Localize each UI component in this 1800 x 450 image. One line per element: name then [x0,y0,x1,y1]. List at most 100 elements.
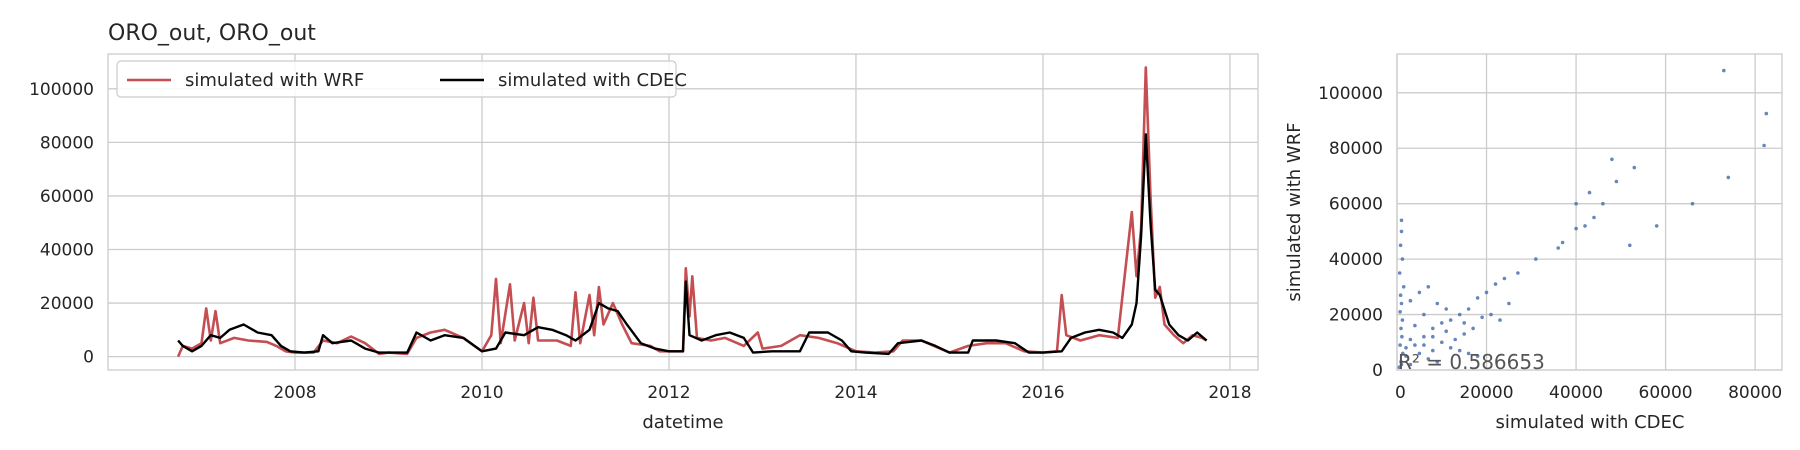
scatter-point [1417,290,1422,295]
scatter-point [1422,334,1426,339]
timeseries-y-tick-label: 20000 [40,294,94,314]
scatter-point [1399,359,1403,364]
scatter-point [1444,307,1448,311]
scatter-points [1397,68,1769,370]
timeseries-y-tick-label: 0 [83,348,94,368]
scatter-point [1399,326,1403,331]
scatter-y-tick-label: 100000 [1318,84,1383,104]
scatter-point [1444,329,1448,334]
scatter-point [1632,165,1637,170]
scatter-point [1502,276,1507,281]
timeseries-x-tick-label: 2014 [834,383,877,403]
legend-label-cdec: simulated with CDEC [498,70,687,91]
scatter-point [1400,257,1405,261]
scatter-point [1726,175,1731,180]
scatter-x-label: simulated with CDEC [1496,412,1685,433]
scatter-point [1413,323,1417,328]
timeseries-frame [107,53,1259,371]
timeseries-x-tick-label: 2010 [460,383,503,403]
scatter-point [1399,229,1404,234]
scatter-point [1404,346,1408,350]
timeseries-x-tick-label: 2008 [273,383,316,403]
scatter-y-tick-label: 0 [1372,361,1383,381]
scatter-point [1466,307,1471,311]
scatter-point [1400,318,1405,322]
scatter-point [1574,226,1578,231]
series-line-cdec [177,133,1208,356]
timeseries-y-tick-label: 100000 [29,80,94,100]
scatter-point [1560,240,1565,245]
timeseries-x-tick-label: 2016 [1021,383,1064,403]
timeseries-lines [176,66,1208,358]
timeseries-y-tick-label: 80000 [40,133,94,153]
scatter-point [1480,315,1484,320]
scatter-point [1764,111,1769,116]
scatter-point [1398,343,1402,347]
scatter-point [1408,362,1413,367]
timeseries-panel: ORO_out, ORO_out 2008 2010 2012 2014 2016 201… [29,21,1259,433]
legend: simulated with WRF simulated with CDEC [116,60,687,98]
scatter-point [1426,357,1431,361]
scatter-x-tick-label: 60000 [1639,383,1693,403]
scatter-point [1399,362,1404,367]
legend-box [116,60,677,98]
scatter-point [1507,301,1511,306]
scatter-point [1457,348,1462,353]
scatter-point [1475,354,1480,358]
scatter-point [1398,293,1403,298]
scatter-point [1440,321,1444,325]
scatter-point [1422,343,1426,347]
scatter-point [1610,157,1614,162]
scatter-point [1722,68,1726,73]
scatter-point [1431,326,1435,331]
scatter-point [1462,332,1466,336]
scatter-point [1398,310,1402,314]
scatter-point [1408,298,1413,303]
scatter-y-tick-label: 20000 [1329,306,1383,326]
scatter-point [1457,312,1462,317]
chart-title: ORO_out, ORO_out [108,21,316,46]
scatter-point [1440,340,1444,345]
scatter-point [1400,334,1404,339]
timeseries-y-tick-label: 60000 [40,187,94,207]
scatter-point [1471,326,1475,331]
timeseries-x-tick-label: 2018 [1208,383,1251,403]
scatter-point [1556,246,1560,250]
scatter-grid [1396,54,1782,371]
scatter-point [1448,346,1453,350]
scatter-point [1399,301,1404,306]
scatter-y-label: simulated with WRF [1284,122,1305,301]
timeseries-x-tick-label: 2012 [647,383,690,403]
scatter-point [1654,224,1659,228]
scatter-point [1462,321,1466,325]
scatter-point [1534,257,1538,261]
scatter-point [1413,343,1417,347]
scatter-point [1422,312,1426,317]
timeseries-x-ticks: 2008 2010 2012 2014 2016 2018 [273,383,1251,403]
scatter-x-tick-label: 80000 [1728,383,1782,403]
scatter-point [1453,337,1457,342]
r-squared-annotation: R² = 0.586653 [1398,350,1545,374]
scatter-point [1417,351,1422,356]
scatter-point [1426,285,1431,289]
scatter-point [1493,282,1498,286]
timeseries-y-ticks: 0 20000 40000 60000 80000 100000 [29,80,94,368]
scatter-y-tick-label: 80000 [1329,139,1383,159]
scatter-point [1762,143,1766,148]
scatter-point [1435,301,1440,306]
scatter-x-tick-label: 0 [1395,383,1406,403]
scatter-point [1401,351,1405,356]
scatter-point [1574,201,1578,206]
scatter-point [1484,290,1489,295]
scatter-x-ticks: 0 20000 40000 60000 80000 [1395,383,1782,403]
scatter-point [1628,243,1632,248]
scatter-point [1587,190,1592,195]
scatter-frame [1396,53,1783,371]
series-line-wrf [176,66,1208,358]
scatter-point [1431,334,1435,339]
scatter-y-tick-label: 40000 [1329,250,1383,270]
scatter-x-tick-label: 40000 [1549,383,1603,403]
scatter-point [1397,365,1401,370]
scatter-point [1435,359,1440,364]
